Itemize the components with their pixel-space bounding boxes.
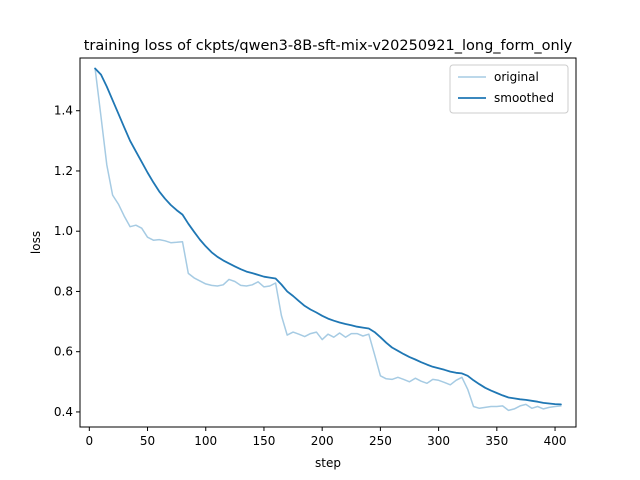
y-tick-label: 0.6 [54, 345, 73, 359]
x-axis-label: step [315, 456, 341, 470]
y-tick-label: 1.4 [54, 104, 73, 118]
y-axis: 0.4 0.6 0.8 1.0 1.2 1.4 [54, 104, 80, 419]
series-line-original [94, 67, 562, 412]
x-tick-label: 250 [369, 434, 392, 448]
x-tick-label: 200 [311, 434, 334, 448]
series-layer [94, 67, 562, 412]
x-tick-label: 400 [544, 434, 567, 448]
y-tick-label: 1.0 [54, 224, 73, 238]
x-tick-label: 0 [85, 434, 93, 448]
legend-label-original: original [494, 70, 539, 84]
x-tick-label: 100 [194, 434, 217, 448]
y-tick-label: 0.4 [54, 405, 73, 419]
x-axis: 0 50 100 150 200 250 300 350 400 [85, 427, 566, 448]
y-tick-label: 1.2 [54, 164, 73, 178]
legend-label-smoothed: smoothed [494, 91, 554, 105]
x-tick-label: 150 [253, 434, 276, 448]
series-line-smoothed [94, 67, 562, 406]
x-tick-label: 50 [140, 434, 155, 448]
plot-frame [79, 57, 577, 428]
y-axis-label: loss [29, 231, 43, 254]
x-tick-label: 350 [485, 434, 508, 448]
legend: original smoothed [449, 64, 569, 114]
x-tick-label: 300 [427, 434, 450, 448]
chart-title: training loss of ckpts/qwen3-8B-sft-mix-… [84, 38, 573, 54]
y-tick-label: 0.8 [54, 284, 73, 298]
